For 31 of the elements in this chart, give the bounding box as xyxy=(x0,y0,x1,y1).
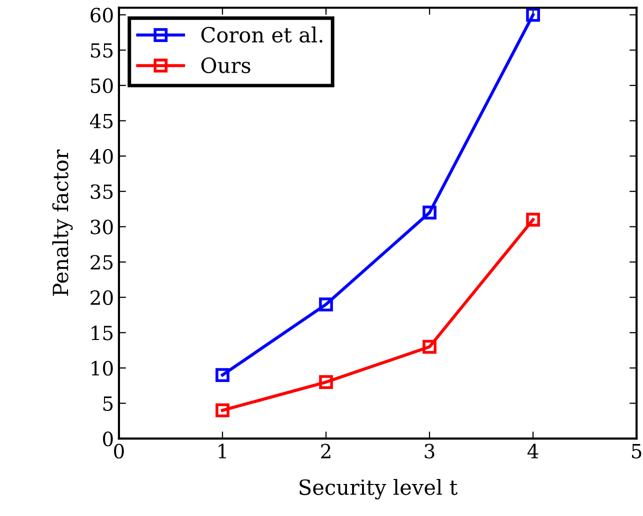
point xyxy=(422,206,436,220)
point xyxy=(422,340,436,354)
y-tick-label: 45 xyxy=(90,114,113,128)
x-axis-title: Security level t xyxy=(300,478,458,500)
point xyxy=(216,403,230,418)
y-tick-label: 5 xyxy=(103,396,113,411)
y-axis-title: Penalty factor xyxy=(52,150,73,296)
x-tick-label: 2 xyxy=(321,444,330,458)
point xyxy=(216,368,230,382)
x-tick-label: 0 xyxy=(114,444,124,459)
y-tick-label: 10 xyxy=(92,360,113,376)
y-tick-label: 60 xyxy=(90,8,113,22)
y-tick-label: 20 xyxy=(90,290,113,305)
x-tick-label: 5 xyxy=(632,444,642,459)
x-tick-label: 4 xyxy=(527,444,538,458)
point xyxy=(526,212,540,227)
y-tick-label: 35 xyxy=(90,184,113,200)
point xyxy=(319,297,333,312)
legend-label: Ours xyxy=(201,57,250,74)
y-tick-label: 50 xyxy=(91,78,113,94)
point xyxy=(526,8,540,22)
y-tick-label: 15 xyxy=(92,326,113,340)
x-tick-label: 1 xyxy=(218,444,226,458)
y-tick-label: 30 xyxy=(90,220,113,234)
y-tick-label: 40 xyxy=(90,149,113,164)
x-tick-label: 3 xyxy=(424,444,434,459)
point xyxy=(319,375,333,390)
y-tick-label: 25 xyxy=(90,254,113,270)
y-tick-label: 55 xyxy=(91,43,113,58)
y-tick-label: 0 xyxy=(103,432,113,446)
legend-label: Coron et al. xyxy=(201,26,322,43)
